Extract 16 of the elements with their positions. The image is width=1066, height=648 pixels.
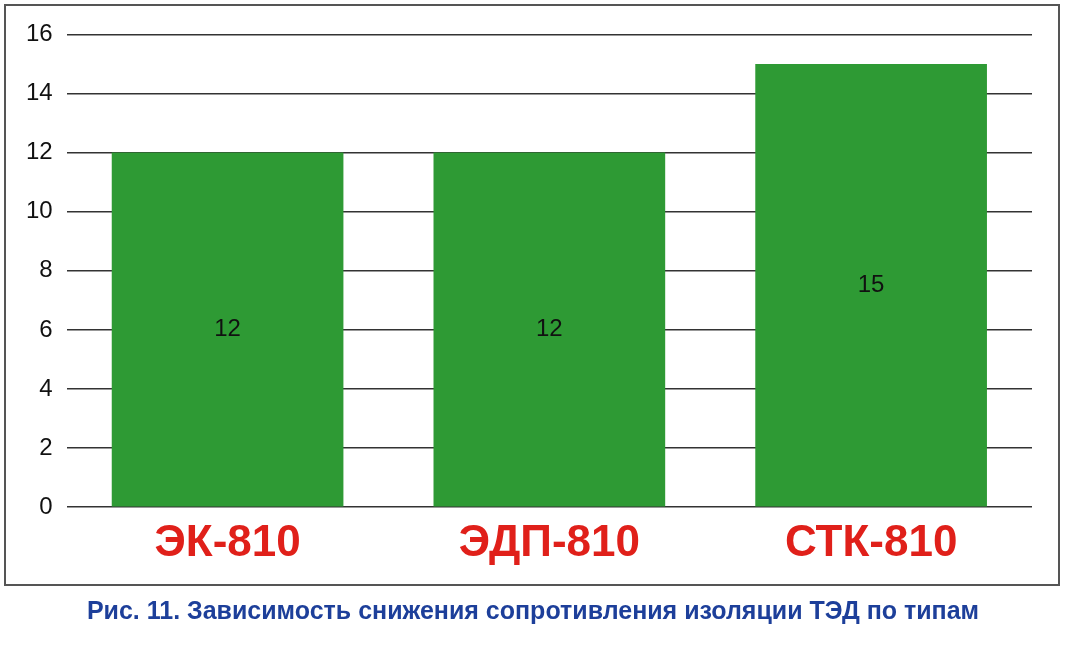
y-tick-label: 6 xyxy=(39,314,53,342)
y-tick-label: 2 xyxy=(39,432,53,460)
x-tick-label: СТК-810 xyxy=(784,515,958,565)
data-label: 12 xyxy=(536,314,563,342)
y-tick-label: 10 xyxy=(25,196,53,224)
data-label: 15 xyxy=(857,269,885,297)
y-tick-label: 0 xyxy=(39,491,53,519)
y-tick-label: 12 xyxy=(25,137,53,165)
y-tick-label: 16 xyxy=(25,19,53,47)
y-tick-label: 14 xyxy=(25,78,53,106)
x-tick-label: ЭК-810 xyxy=(154,515,301,565)
y-tick-label: 4 xyxy=(39,373,53,401)
x-tick-label: ЭДП-810 xyxy=(458,515,640,565)
text: Рис. 11. Зависимость снижения сопротивления изоляции ТЭД по типам xyxy=(85,596,981,625)
y-tick-label: 8 xyxy=(39,255,53,283)
data-label: 12 xyxy=(214,314,241,342)
